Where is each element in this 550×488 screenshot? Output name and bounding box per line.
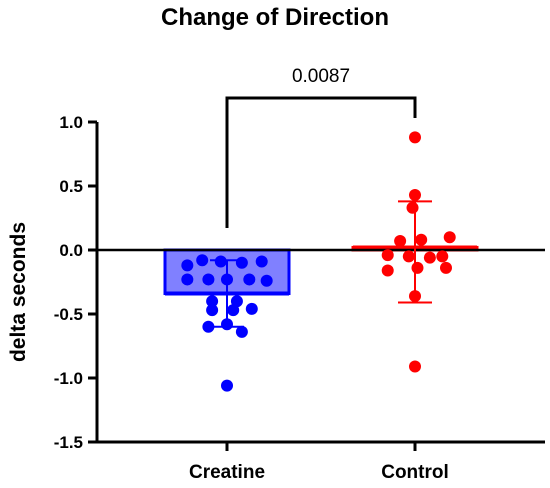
y-tick-label: 1.0 bbox=[59, 113, 83, 132]
data-point bbox=[443, 231, 456, 244]
y-tick-label: -1.5 bbox=[54, 433, 83, 452]
comparison-bracket bbox=[225, 96, 417, 228]
data-point bbox=[202, 320, 215, 333]
data-point bbox=[260, 274, 273, 287]
data-point bbox=[409, 360, 421, 373]
data-point bbox=[196, 254, 209, 267]
data-point bbox=[406, 201, 419, 214]
data-point bbox=[221, 379, 233, 392]
data-point bbox=[221, 273, 233, 286]
y-tick-label: 0.0 bbox=[59, 241, 83, 260]
y-tick-label: -0.5 bbox=[54, 305, 83, 324]
x-tick-label: Control bbox=[381, 462, 449, 483]
data-point bbox=[381, 264, 394, 277]
data-point bbox=[423, 251, 436, 264]
x-tick-label: Creatine bbox=[189, 462, 265, 483]
p-value-label: 0.0087 bbox=[292, 66, 350, 87]
data-point bbox=[230, 295, 243, 308]
data-point bbox=[440, 261, 452, 274]
data-point bbox=[181, 259, 194, 272]
data-point bbox=[214, 255, 227, 268]
data-point bbox=[402, 250, 415, 263]
data-point bbox=[394, 235, 407, 248]
data-point bbox=[243, 273, 256, 286]
data-point bbox=[227, 304, 240, 317]
data-point bbox=[409, 188, 421, 201]
data-point bbox=[415, 233, 428, 246]
data-point bbox=[411, 261, 424, 274]
y-tick-label: 0.5 bbox=[59, 177, 83, 196]
data-point bbox=[235, 256, 248, 269]
data-point bbox=[436, 250, 449, 263]
data-point bbox=[381, 249, 394, 262]
data-point bbox=[245, 302, 258, 315]
data-point bbox=[181, 273, 194, 286]
data-point bbox=[235, 325, 248, 338]
data-point bbox=[206, 304, 219, 317]
data-point bbox=[202, 273, 215, 286]
chart-title: Change of Direction bbox=[160, 4, 389, 31]
data-point bbox=[255, 255, 268, 268]
data-point bbox=[409, 131, 421, 144]
data-point bbox=[206, 295, 219, 308]
data-point bbox=[409, 290, 421, 303]
y-tick-label: -1.0 bbox=[54, 369, 83, 388]
y-axis-title: delta seconds bbox=[7, 222, 30, 362]
data-point bbox=[221, 318, 233, 331]
